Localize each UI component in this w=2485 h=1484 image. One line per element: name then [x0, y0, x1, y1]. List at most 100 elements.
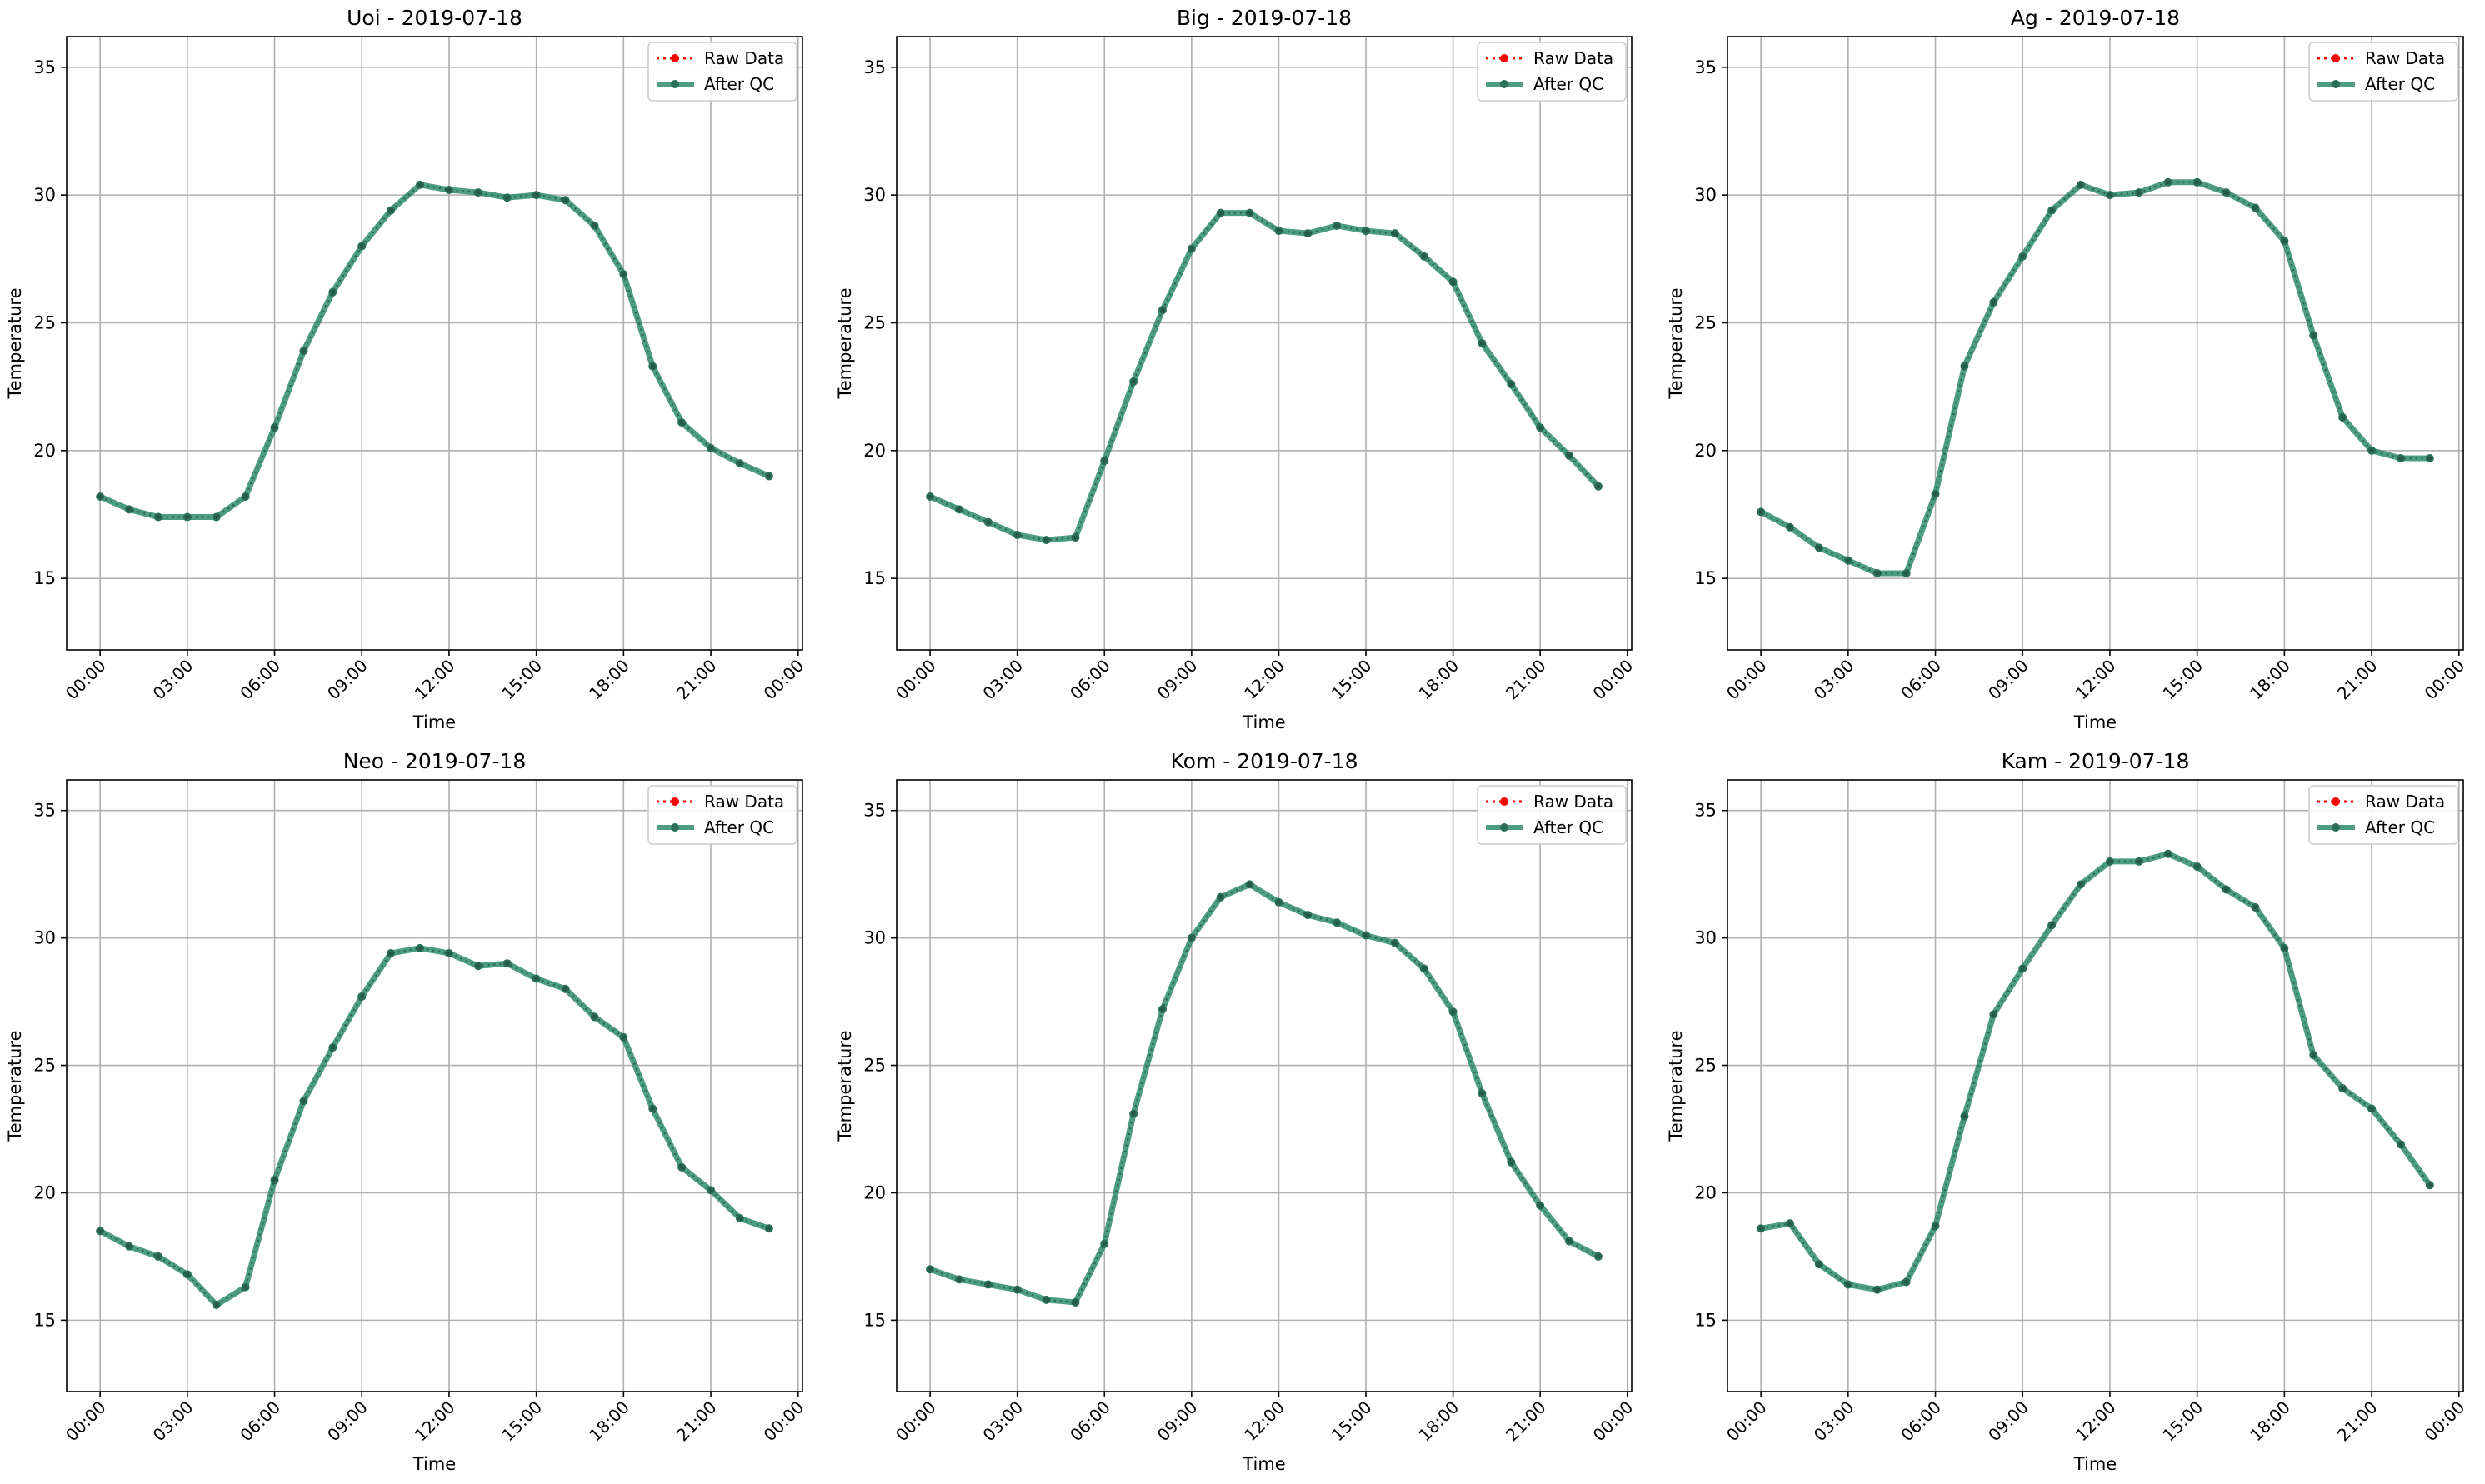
raw-data-point: [2252, 905, 2258, 910]
legend-after-qc-marker: [671, 823, 679, 832]
y-tick-label: 30: [1694, 928, 1717, 948]
raw-data-point: [1189, 936, 1194, 941]
legend-raw-data-label: Raw Data: [1533, 48, 1613, 68]
series-line-after-qc: [1758, 179, 2433, 577]
raw-data-point: [1875, 1287, 1880, 1292]
raw-data-point: [1962, 364, 1967, 369]
raw-data-point: [2020, 966, 2025, 971]
series-line-raw-data: [929, 212, 1599, 542]
y-tick-label: 30: [1694, 185, 1717, 205]
raw-data-point: [388, 208, 393, 213]
raw-data-point: [2195, 180, 2200, 185]
raw-data-point: [679, 1165, 684, 1170]
raw-data-point: [1788, 1221, 1792, 1226]
x-tick-label: 06:00: [236, 656, 284, 704]
raw-data-point: [1363, 228, 1368, 233]
y-tick-label: 25: [33, 1056, 56, 1076]
raw-data-point: [156, 515, 161, 520]
legend-after-qc-marker: [671, 80, 679, 88]
x-tick-label: 03:00: [149, 1397, 198, 1446]
raw-data-point: [1904, 571, 1909, 576]
raw-data-point: [986, 520, 991, 525]
y-tick-label: 25: [33, 312, 56, 332]
x-axis-label: Time: [412, 712, 456, 732]
x-tick-label: 15:00: [498, 656, 546, 704]
raw-data-point: [1305, 912, 1310, 917]
legend: Raw Data After QC: [1477, 42, 1627, 102]
raw-data-point: [359, 243, 364, 248]
x-tick-label: 18:00: [2246, 1397, 2294, 1446]
legend-raw-data-label: Raw Data: [2365, 48, 2445, 68]
y-axis-label: Temperature: [835, 1030, 855, 1142]
x-tick-label: 03:00: [978, 656, 1027, 704]
raw-data-point: [1248, 211, 1252, 216]
raw-data-point: [1538, 1203, 1542, 1208]
x-tick-label: 06:00: [236, 1397, 284, 1446]
x-tick-label: 03:00: [149, 656, 198, 704]
y-tick-label: 35: [1694, 57, 1717, 77]
series-line-raw-data: [99, 947, 770, 1307]
x-tick-label: 00:00: [892, 656, 940, 704]
raw-data-point: [156, 1254, 161, 1259]
x-tick-label: 09:00: [323, 1397, 372, 1446]
legend-after-qc-label: After QC: [1533, 74, 1603, 94]
raw-data-point: [1817, 1262, 1822, 1267]
chart-title: Neo - 2019-07-18: [343, 749, 527, 773]
y-tick-label: 35: [33, 57, 56, 77]
x-tick-label: 15:00: [1328, 1397, 1376, 1446]
y-tick-label: 20: [863, 1182, 886, 1202]
plot-frame: [1727, 36, 2464, 651]
legend-after-qc-label: After QC: [2365, 817, 2435, 837]
x-tick-label: 09:00: [1153, 656, 1202, 704]
x-tick-label: 18:00: [585, 656, 633, 704]
raw-data-point: [1933, 492, 1938, 497]
series-line-after-qc: [927, 210, 1602, 543]
raw-data-point: [2340, 1086, 2345, 1091]
plot-frame: [896, 779, 1632, 1392]
series-line-after-qc: [1758, 851, 2433, 1293]
raw-data-point: [2398, 1142, 2403, 1147]
raw-data-point: [738, 1216, 742, 1221]
legend: Raw Data After QC: [2308, 42, 2458, 102]
series-line-raw-data: [99, 183, 770, 518]
raw-data-point: [447, 951, 452, 956]
subplot-6: 00:00 03:00 06:00 09:00 12:00 15:00 18:00 21:00…: [1666, 749, 2468, 1474]
y-tick-label: 15: [33, 1310, 56, 1330]
legend-raw-data-label: Raw Data: [704, 792, 784, 812]
raw-data-point: [2166, 180, 2171, 185]
x-tick-label: 00:00: [760, 656, 808, 704]
y-tick-label: 35: [863, 57, 886, 77]
raw-data-point: [1160, 1007, 1165, 1012]
subplot-1: 00:00 03:00 06:00 09:00 12:00 15:00 18:00 21:00…: [5, 6, 808, 732]
raw-data-point: [1567, 453, 1572, 458]
series-line-after-qc: [927, 881, 1602, 1306]
raw-data-point: [505, 195, 510, 200]
x-tick-label: 15:00: [2158, 656, 2207, 704]
chart-title: Big - 2019-07-18: [1177, 6, 1352, 30]
subplot-3: 00:00 03:00 06:00 09:00 12:00 15:00 18:00 21:00…: [1666, 6, 2468, 732]
raw-data-point: [708, 1187, 713, 1192]
raw-data-point: [2078, 182, 2083, 187]
legend-raw-data-marker: [671, 797, 679, 806]
raw-data-point: [98, 1228, 102, 1233]
raw-data-point: [1131, 379, 1136, 384]
x-tick-label: 00:00: [2421, 1397, 2469, 1446]
raw-data-point: [1276, 228, 1281, 233]
raw-data-point: [2282, 946, 2287, 951]
raw-data-point: [2020, 254, 2025, 259]
y-tick-label: 20: [863, 441, 886, 461]
raw-data-point: [621, 272, 626, 277]
y-tick-label: 15: [863, 1310, 886, 1330]
raw-data-point: [1363, 933, 1368, 938]
x-tick-label: 00:00: [62, 656, 110, 704]
raw-data-point: [1991, 1012, 1996, 1017]
x-tick-label: 12:00: [411, 656, 459, 704]
y-tick-label: 20: [1694, 441, 1717, 461]
raw-data-point: [650, 364, 655, 369]
legend-after-qc-marker: [2332, 823, 2340, 832]
raw-data-point: [2137, 190, 2142, 195]
x-tick-label: 03:00: [1810, 656, 1858, 704]
raw-data-point: [1305, 231, 1310, 236]
legend: Raw Data After QC: [648, 785, 798, 845]
raw-data-point: [1044, 537, 1049, 542]
